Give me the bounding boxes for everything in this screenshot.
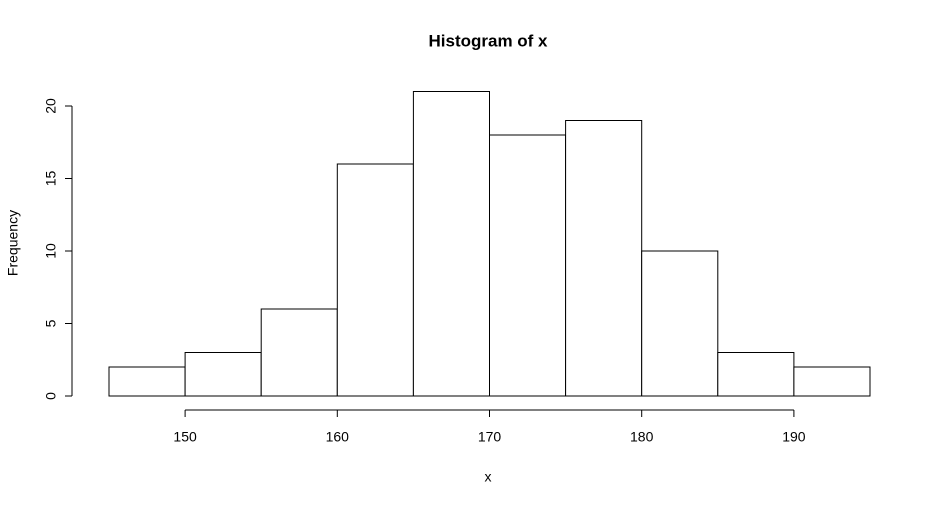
bar: [260, 308, 338, 397]
bar: [412, 91, 490, 397]
x-tick-label: 170: [478, 429, 502, 445]
y-tick-label: 0: [43, 392, 59, 400]
y-axis-label: Frequency: [5, 210, 21, 276]
x-tick-label: 150: [173, 429, 197, 445]
y-tick-label: 10: [43, 243, 59, 259]
bar: [717, 352, 795, 397]
bar: [108, 366, 186, 397]
y-tick-label: 15: [43, 171, 59, 187]
x-axis-label: x: [485, 469, 492, 485]
bar: [565, 120, 643, 397]
x-tick-label: 160: [326, 429, 350, 445]
bar: [489, 134, 567, 397]
y-tick-label: 20: [43, 98, 59, 114]
bar: [184, 352, 262, 397]
y-tick-label: 5: [43, 319, 59, 327]
bar: [336, 163, 414, 397]
x-tick-label: 180: [630, 429, 654, 445]
bar: [793, 366, 871, 397]
bar: [641, 250, 719, 397]
x-tick-label: 190: [782, 429, 806, 445]
chart-title: Histogram of x: [428, 31, 548, 50]
